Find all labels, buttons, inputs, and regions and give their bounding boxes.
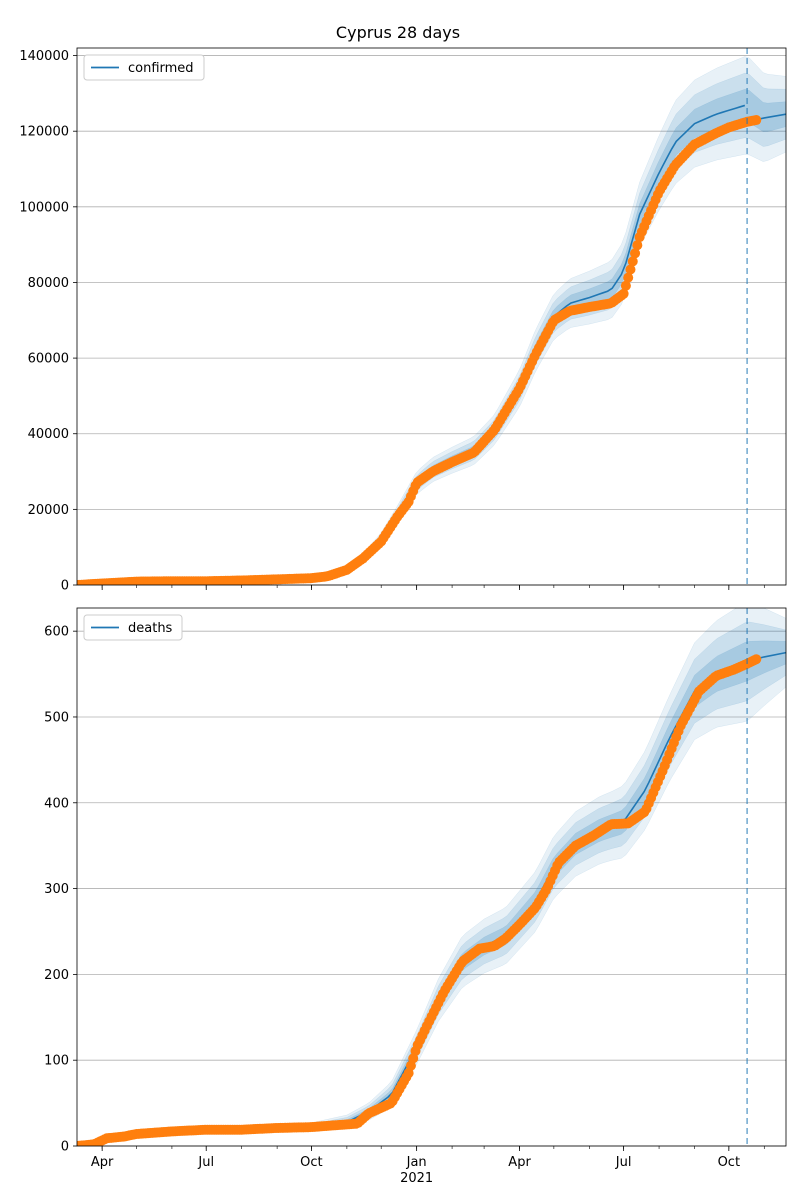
- y-tick-label: 140000: [19, 49, 69, 64]
- x-tick-label: Jul: [197, 1155, 214, 1170]
- legend-label: confirmed: [128, 61, 194, 76]
- legend: deaths: [83, 614, 183, 641]
- x-tick-label: Oct: [718, 1155, 740, 1170]
- y-tick-label: 0: [61, 1140, 69, 1155]
- observed-point: [627, 256, 638, 267]
- y-tick-label: 400: [44, 796, 69, 811]
- y-tick-label: 500: [44, 710, 69, 725]
- observed-point: [620, 280, 631, 291]
- observed-point: [751, 115, 762, 126]
- plot-frame: [76, 607, 787, 1147]
- uncertainty-band-1: [77, 608, 786, 1146]
- y-tick-label: 100000: [19, 200, 69, 215]
- y-tick-label: 100: [44, 1054, 69, 1069]
- x-tick-label: Apr: [91, 1155, 114, 1170]
- x-year-label: 2021: [400, 1171, 433, 1186]
- y-tick-label: 120000: [19, 125, 69, 140]
- legend-label: deaths: [128, 621, 173, 636]
- y-tick-label: 20000: [28, 503, 69, 518]
- x-tick-label: Jan: [406, 1155, 427, 1170]
- x-tick-label: Apr: [508, 1155, 531, 1170]
- y-tick-label: 60000: [28, 352, 69, 367]
- y-tick-label: 600: [44, 625, 69, 640]
- observed-point: [632, 240, 643, 251]
- legend-box: [83, 54, 205, 81]
- x-axis: Apr Jul Oct Jan Apr Jul Oct 2021: [91, 1155, 740, 1186]
- y-tick-label: 300: [44, 882, 69, 897]
- observed-point: [623, 272, 634, 283]
- uncertainty-bands: [77, 56, 786, 585]
- observed-points: [77, 115, 762, 585]
- legend: confirmed: [83, 54, 205, 81]
- uncertainty-bands: [77, 608, 786, 1146]
- y-tick-label: 200: [44, 968, 69, 983]
- y-tick-label: 40000: [28, 427, 69, 442]
- observed-point: [625, 264, 636, 275]
- observed-point: [751, 654, 762, 665]
- y-tick-label: 80000: [28, 276, 69, 291]
- observed-point: [630, 248, 641, 259]
- observed-points: [77, 654, 762, 1146]
- x-tick-label: Oct: [300, 1155, 322, 1170]
- deaths-panel: 0 100 200 300 400 500 600 deaths: [44, 607, 787, 1155]
- y-tick-label: 0: [61, 579, 69, 594]
- x-tick-label: Jul: [615, 1155, 632, 1170]
- uncertainty-band-2: [77, 621, 786, 1146]
- plot-frame: [76, 47, 787, 586]
- confirmed-panel: 0 20000 40000 60000 80000 100000 120000 140000 c…: [19, 47, 787, 594]
- legend-box: [83, 614, 183, 641]
- chart-title: Cyprus 28 days: [336, 23, 460, 42]
- observed-point: [618, 288, 629, 299]
